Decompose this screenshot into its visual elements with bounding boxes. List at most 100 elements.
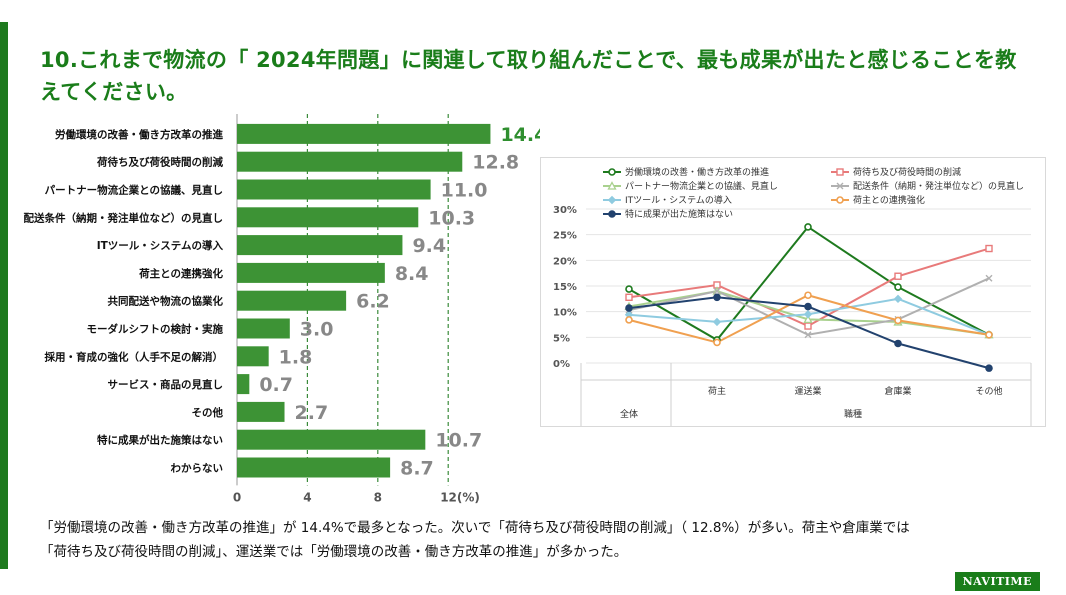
summary-line-1: 「労働環境の改善・働き方改革の推進」が 14.4%で最多となった。次いで「荷待ち… bbox=[40, 520, 910, 536]
x-category-label: 運送業 bbox=[794, 385, 821, 397]
value-label: 10.3 bbox=[428, 207, 475, 229]
bar bbox=[237, 374, 250, 395]
data-point bbox=[804, 291, 812, 300]
bar bbox=[237, 429, 426, 450]
data-point bbox=[608, 210, 616, 218]
data-point bbox=[836, 168, 844, 176]
value-label: 10.7 bbox=[435, 430, 482, 452]
data-point bbox=[985, 244, 993, 253]
data-point bbox=[836, 196, 844, 204]
bar bbox=[237, 401, 285, 422]
category-label: 荷待ち及び荷役時間の削減 bbox=[96, 156, 223, 169]
x-category-label: 荷主 bbox=[708, 385, 726, 397]
summary-text: 「労働環境の改善・働き方改革の推進」が 14.4%で最多となった。次いで「荷待ち… bbox=[40, 516, 1030, 564]
data-point bbox=[894, 283, 902, 291]
value-label: 9.4 bbox=[412, 235, 446, 257]
legend-label: 荷主との連携強化 bbox=[853, 194, 925, 206]
data-point bbox=[625, 304, 633, 312]
data-point bbox=[985, 274, 993, 282]
accent-bar bbox=[0, 22, 8, 569]
data-point bbox=[712, 317, 722, 327]
bar bbox=[237, 457, 391, 478]
bar-chart: 労働環境の改善・働き方改革の推進 14.4 荷待ち及び荷役時間の削減 12.8 パートナ… bbox=[24, 114, 540, 504]
y-tick-label: 25% bbox=[553, 231, 577, 242]
y-tick-label: 20% bbox=[553, 256, 577, 267]
data-point bbox=[804, 331, 812, 339]
data-point bbox=[836, 182, 844, 190]
category-label: 共同配送や物流の協業化 bbox=[108, 295, 224, 308]
data-point bbox=[713, 338, 721, 347]
legend-label: 特に成果が出た施策はない bbox=[625, 208, 733, 220]
bar bbox=[237, 151, 463, 172]
data-point bbox=[625, 316, 633, 324]
value-label: 8.4 bbox=[395, 263, 429, 285]
y-tick-label: 30% bbox=[553, 205, 577, 216]
category-label: 特に成果が出た施策はない bbox=[97, 434, 223, 447]
data-point bbox=[894, 339, 902, 348]
value-label: 6.2 bbox=[356, 291, 390, 313]
value-label: 12.8 bbox=[472, 152, 519, 174]
data-point bbox=[985, 330, 993, 339]
category-label: 採用・育成の強化（人手不足の解消） bbox=[45, 350, 224, 363]
legend-label: ITツール・システムの導入 bbox=[625, 194, 732, 206]
value-label: 3.0 bbox=[300, 319, 334, 341]
category-label: パートナー物流企業との協議、見直し bbox=[45, 184, 223, 197]
data-point bbox=[804, 223, 812, 231]
x-tick-label: 4 bbox=[303, 490, 311, 504]
data-point bbox=[625, 285, 633, 293]
category-label: わからない bbox=[171, 463, 224, 475]
page-title: 10.これまで物流の「 2024年問題」に関連して取り組んだことで、最も成果が出… bbox=[40, 48, 1017, 104]
data-point bbox=[894, 272, 902, 280]
bar bbox=[237, 207, 419, 228]
bar bbox=[237, 179, 431, 200]
data-point bbox=[713, 287, 721, 295]
x-category-label: 倉庫業 bbox=[884, 385, 911, 397]
category-label: ITツール・システムの導入 bbox=[97, 239, 224, 252]
bar bbox=[237, 123, 491, 144]
x-tick-label: 0 bbox=[233, 490, 241, 504]
data-point bbox=[607, 195, 617, 205]
data-point bbox=[803, 314, 813, 324]
bar bbox=[237, 318, 290, 339]
category-label: 労働環境の改善・働き方改革の推進 bbox=[55, 128, 223, 141]
x-tick-label: 8 bbox=[374, 490, 382, 504]
legend-label: パートナー物流企業との協議、見直し bbox=[625, 180, 778, 192]
category-label: 配送条件（納期・発注単位など）の見直し bbox=[24, 211, 224, 224]
x-category-label: その他 bbox=[975, 385, 1002, 397]
legend-label: 労働環境の改善・働き方改革の推進 bbox=[625, 166, 769, 178]
data-point bbox=[713, 293, 721, 302]
data-point bbox=[894, 316, 902, 325]
category-label: 荷主との連携強化 bbox=[138, 267, 223, 280]
data-point bbox=[985, 364, 993, 372]
data-point bbox=[607, 181, 617, 190]
y-tick-label: 0% bbox=[553, 359, 570, 370]
value-label: 14.4 bbox=[500, 124, 540, 146]
x-tick-label: 12(%) bbox=[440, 490, 480, 504]
line-chart-panel: 30% 25% 20% 15% 10% 5% 0% 荷主 運送業 倉庫業 その他全体 職種 労働環境の改… bbox=[540, 157, 1046, 427]
category-label: その他 bbox=[192, 406, 224, 419]
bar bbox=[237, 290, 347, 311]
legend-label: 荷待ち及び荷役時間の削減 bbox=[853, 166, 961, 178]
y-tick-label: 15% bbox=[553, 282, 577, 293]
bar bbox=[237, 262, 385, 283]
data-point bbox=[608, 168, 616, 176]
y-tick-label: 5% bbox=[553, 333, 570, 344]
y-tick-label: 10% bbox=[553, 308, 577, 319]
data-point bbox=[625, 293, 633, 301]
bar bbox=[237, 235, 403, 256]
data-point bbox=[804, 302, 812, 311]
data-point bbox=[893, 294, 903, 304]
value-label: 0.7 bbox=[259, 374, 293, 396]
value-label: 11.0 bbox=[441, 180, 488, 202]
data-point bbox=[803, 310, 813, 319]
value-label: 8.7 bbox=[400, 458, 434, 480]
data-point bbox=[804, 322, 812, 330]
bar bbox=[237, 346, 269, 367]
category-label: サービス・商品の見直し bbox=[108, 378, 224, 391]
value-label: 1.8 bbox=[279, 346, 313, 368]
category-label: モーダルシフトの検討・実施 bbox=[87, 323, 224, 336]
x-group-label: 全体 bbox=[620, 408, 638, 420]
x-group-label: 職種 bbox=[844, 409, 862, 420]
legend-label: 配送条件（納期・発注単位など）の見直し bbox=[853, 180, 1024, 192]
